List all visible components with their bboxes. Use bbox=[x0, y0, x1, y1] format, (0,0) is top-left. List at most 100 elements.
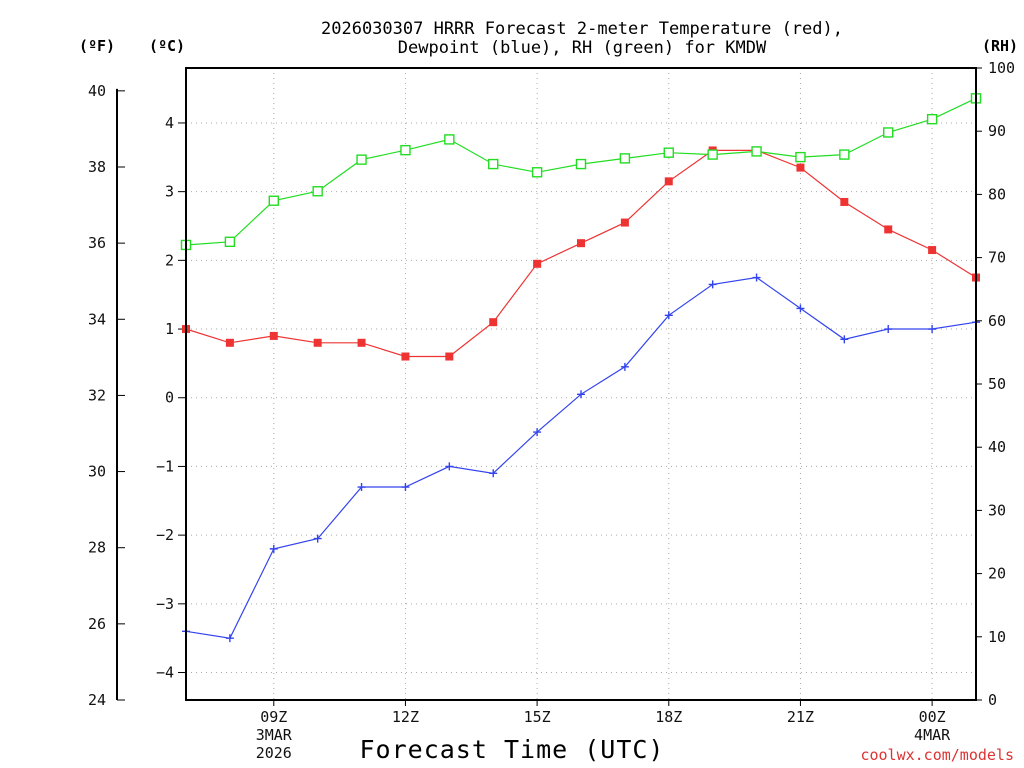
rh-point bbox=[356, 154, 367, 165]
time-tick-label: 09Z bbox=[260, 708, 287, 726]
temperature-point bbox=[664, 177, 673, 186]
dewpoint-point bbox=[577, 390, 585, 399]
rh-series bbox=[180, 93, 982, 251]
time-tick-label: 2026 bbox=[256, 744, 292, 762]
rh-point bbox=[444, 134, 455, 145]
dewpoint-point bbox=[401, 483, 410, 492]
chart-title-line-1: 2026030307 HRRR Forecast 2-meter Tempera… bbox=[321, 19, 843, 39]
temperature-point bbox=[445, 352, 454, 361]
celsius-axis: −4 −3 −2 −1 0 1 2 3 4 bbox=[156, 68, 187, 700]
rh-tick-label: 80 bbox=[988, 185, 1006, 203]
temperature-point bbox=[577, 239, 585, 248]
celsius-tick-label: 0 bbox=[165, 389, 174, 407]
rh-point bbox=[488, 158, 499, 170]
rh-point bbox=[926, 113, 938, 125]
celsius-tick-label: 1 bbox=[165, 320, 174, 338]
dewpoint-point bbox=[884, 325, 893, 334]
time-tick-label: 3MAR bbox=[256, 726, 293, 744]
rh-tick-label: 40 bbox=[988, 438, 1006, 456]
rh-point bbox=[619, 153, 631, 164]
temperature-point bbox=[313, 338, 322, 347]
rh-point bbox=[268, 195, 279, 206]
temperature-point bbox=[533, 259, 542, 268]
rh-tick-label: 10 bbox=[988, 628, 1006, 646]
rh-tick-label: 70 bbox=[988, 249, 1006, 267]
rh-point bbox=[707, 149, 718, 160]
temperature-point bbox=[620, 218, 629, 227]
temperature-point bbox=[357, 338, 366, 347]
dewpoint-point bbox=[620, 362, 629, 371]
temperature-point bbox=[225, 338, 234, 347]
dewpoint-point bbox=[269, 544, 278, 553]
celsius-tick-label: 4 bbox=[165, 114, 174, 132]
rh-unit-label: (RH) bbox=[982, 37, 1018, 55]
temperature-line bbox=[185, 149, 977, 358]
temperature-point bbox=[269, 331, 278, 340]
time-tick-label: 4MAR bbox=[914, 726, 951, 744]
rh-tick-label: 60 bbox=[988, 312, 1006, 330]
time-tick-label: 21Z bbox=[787, 708, 814, 726]
rh-point bbox=[795, 151, 806, 163]
celsius-tick-label: −3 bbox=[156, 595, 174, 613]
celsius-tick-label: 3 bbox=[165, 183, 174, 201]
rh-axis: 0 10 20 30 40 50 60 70 80 90 100 bbox=[976, 59, 1015, 709]
rh-point bbox=[663, 147, 674, 158]
temperature-point bbox=[489, 318, 498, 327]
rh-tick-label: 30 bbox=[988, 501, 1006, 519]
time-tick-label: 00Z bbox=[919, 708, 946, 726]
temperature-point bbox=[401, 352, 410, 361]
rh-point bbox=[224, 236, 236, 248]
temperature-point bbox=[928, 246, 937, 255]
x-axis-title: Forecast Time (UTC) bbox=[360, 735, 665, 764]
temperature-point bbox=[884, 225, 893, 234]
plot-frame bbox=[185, 67, 977, 701]
celsius-unit-label: (ºC) bbox=[149, 37, 185, 55]
fahrenheit-tick-label: 24 bbox=[88, 691, 106, 709]
dewpoint-point bbox=[225, 634, 234, 643]
dewpoint-point bbox=[928, 325, 937, 334]
fahrenheit-tick-label: 40 bbox=[88, 82, 106, 100]
dewpoint-point bbox=[313, 534, 322, 543]
dewpoint-point bbox=[708, 280, 717, 289]
rh-point bbox=[575, 158, 587, 170]
dewpoint-series bbox=[182, 273, 980, 643]
temperature-point bbox=[840, 197, 849, 206]
dewpoint-point bbox=[533, 428, 542, 437]
time-tick-label: 15Z bbox=[524, 708, 551, 726]
fahrenheit-axis: 24 26 28 30 32 34 36 38 40 bbox=[88, 82, 125, 709]
dewpoint-line bbox=[185, 276, 977, 639]
dewpoint-point bbox=[664, 311, 673, 320]
rh-line bbox=[185, 97, 977, 246]
temperature-series bbox=[182, 146, 980, 361]
celsius-tick-label: −1 bbox=[156, 457, 174, 475]
fahrenheit-unit-label: (ºF) bbox=[79, 37, 115, 55]
series-layer bbox=[180, 93, 982, 643]
credit-label: coolwx.com/models bbox=[860, 746, 1014, 764]
dewpoint-point bbox=[752, 273, 761, 282]
temperature-point bbox=[796, 163, 805, 172]
rh-tick-label: 20 bbox=[988, 565, 1006, 583]
rh-tick-label: 0 bbox=[988, 691, 997, 709]
fahrenheit-tick-label: 26 bbox=[88, 615, 106, 633]
dewpoint-point bbox=[796, 304, 805, 313]
time-tick-label: 18Z bbox=[655, 708, 682, 726]
fahrenheit-tick-label: 38 bbox=[88, 158, 106, 176]
time-tick-label: 12Z bbox=[392, 708, 419, 726]
dewpoint-point bbox=[840, 335, 849, 344]
fahrenheit-tick-label: 28 bbox=[88, 539, 106, 557]
celsius-tick-label: −2 bbox=[156, 526, 174, 544]
rh-point bbox=[751, 146, 762, 157]
fahrenheit-tick-label: 34 bbox=[88, 310, 106, 328]
dewpoint-point bbox=[445, 462, 454, 471]
rh-point bbox=[531, 167, 543, 178]
dewpoint-point bbox=[357, 483, 366, 492]
celsius-tick-label: −4 bbox=[156, 664, 174, 682]
chart-title-line-2: Dewpoint (blue), RH (green) for KMDW bbox=[398, 38, 767, 58]
celsius-tick-label: 2 bbox=[165, 251, 174, 269]
fahrenheit-tick-label: 30 bbox=[88, 463, 106, 481]
rh-point bbox=[839, 149, 850, 160]
rh-tick-label: 90 bbox=[988, 122, 1006, 140]
dewpoint-point bbox=[489, 469, 498, 478]
